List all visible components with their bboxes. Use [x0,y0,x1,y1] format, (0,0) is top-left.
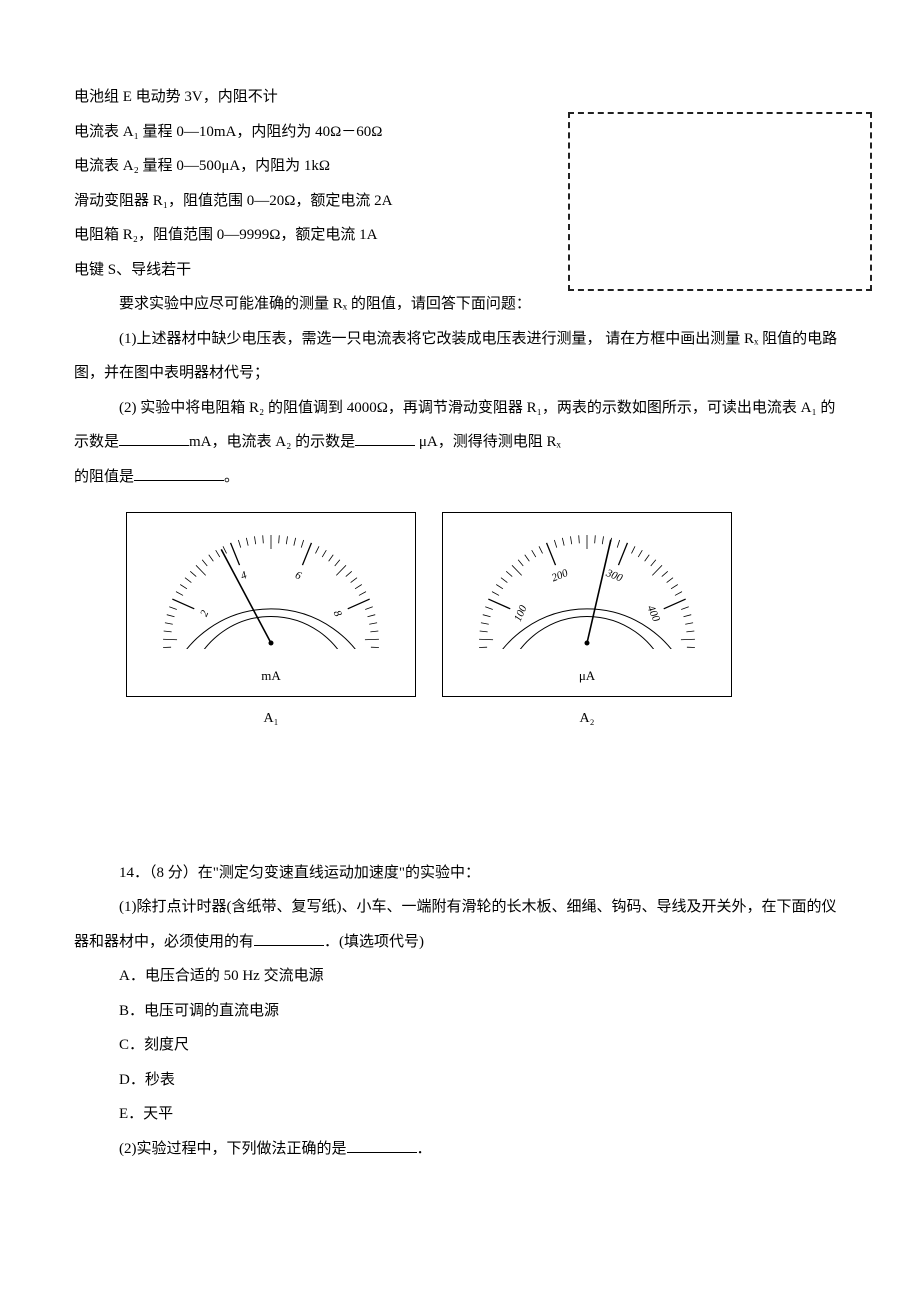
q14-q1: (1)除打点计时器(含纸带、复写纸)、小车、一端附有滑轮的长木板、细绳、钩码、导… [74,890,846,959]
q2-part-b: mA，电流表 A₂ 的示数是 [189,434,355,450]
gauge-a1-icon: 0246810 [137,521,405,649]
svg-text:400: 400 [644,604,662,624]
svg-text:2: 2 [198,608,211,618]
gauge-a1-wrap: 0246810 mA A₁ [126,512,416,736]
requirement-text: 要求实验中应尽可能准确的测量 Rₓ 的阻值，请回答下面问题： [74,287,846,322]
gauge-a1-label: A₁ [264,703,279,735]
svg-text:4: 4 [239,569,249,582]
gauge-a2-box: 0100200300400500 μA [442,512,732,697]
circuit-drawing-area [568,112,872,291]
gauges-container: 0246810 mA A₁ 0100200300400500 μA A₂ [126,512,846,736]
gauge-a1-unit: mA [137,661,405,691]
gauge-a2-icon: 0100200300400500 [453,521,721,649]
blank-correct-method [347,1137,417,1153]
gauge-a2-unit: μA [453,661,721,691]
gauge-a2-wrap: 0100200300400500 μA A₂ [442,512,732,736]
gauge-a2-label: A₂ [580,703,595,735]
q14-q1-a: (1)除打点计时器(含纸带、复写纸)、小车、一端附有滑轮的长木板、细绳、钩码、导… [74,899,837,950]
option-c: C．刻度尺 [74,1028,846,1063]
option-d: D．秒表 [74,1063,846,1098]
svg-text:300: 300 [603,567,624,585]
blank-a2-reading [355,430,415,446]
equip-r2: 电阻箱 R₂，阻值范围 0—9999Ω，额定电流 1A [74,218,524,253]
equip-r1: 滑动变阻器 R₁，阻值范围 0—20Ω，额定电流 2A [74,184,524,219]
q14-q2: (2)实验过程中，下列做法正确的是 ． [74,1132,846,1167]
equip-switch: 电键 S、导线若干 [74,253,524,288]
svg-text:6: 6 [293,569,303,582]
q14-q1-b: ．(填选项代号) [324,934,424,950]
blank-rx-value [134,465,224,481]
q2-part-d: 的阻值是 [74,469,134,485]
equip-a2: 电流表 A₂ 量程 0—500μA，内阻为 1kΩ [74,149,524,184]
blank-a1-reading [119,430,189,446]
q14-title: 14．（8 分）在"测定匀变速直线运动加速度"的实验中： [74,856,846,891]
option-a: A．电压合适的 50 Hz 交流电源 [74,959,846,994]
question-2: (2) 实验中将电阻箱 R₂ 的阻值调到 4000Ω，再调节滑动变阻器 R₁，两… [74,391,846,460]
option-e: E．天平 [74,1097,846,1132]
svg-text:200: 200 [550,567,570,584]
equip-a1: 电流表 A₁ 量程 0—10mA，内阻约为 40Ω－60Ω [74,115,524,150]
q14-q2-b: ． [417,1141,432,1157]
q14-q2-text: (2)实验过程中，下列做法正确的是 [119,1141,347,1157]
svg-text:8: 8 [331,609,344,619]
gauge-a1-box: 0246810 mA [126,512,416,697]
question-1: (1)上述器材中缺少电压表，需选一只电流表将它改装成电压表进行测量， 请在方框中… [74,322,846,391]
equip-battery: 电池组 E 电动势 3V，内阻不计 [74,80,524,115]
blank-instruments [254,930,324,946]
question-2-line2: 的阻值是 。 [74,460,846,495]
q2-part-e: 。 [224,469,239,485]
option-b: B．电压可调的直流电源 [74,994,846,1029]
q2-part-c: μA，测得待测电阻 Rₓ [419,434,561,450]
svg-text:100: 100 [512,603,530,623]
